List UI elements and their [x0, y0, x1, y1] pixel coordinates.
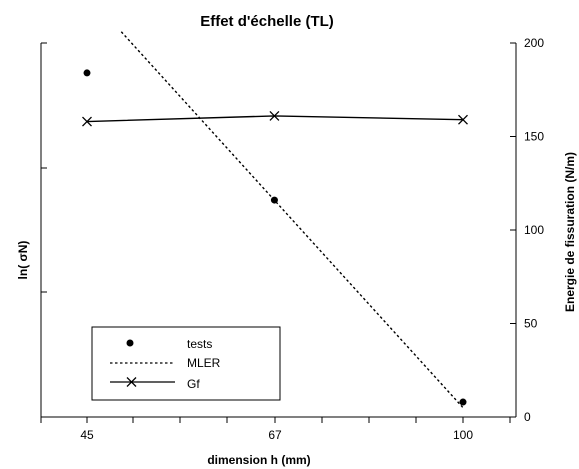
y-right-tick-label-3: 150 [524, 130, 544, 144]
gf-marker-0 [82, 116, 92, 127]
y-right-tick-label-0: 0 [524, 410, 531, 424]
axes-group: 0 50 100 150 200 45 67 100 [40, 36, 544, 442]
gf-marker-stroke-b [82, 116, 92, 127]
gf-marker-2 [458, 114, 468, 125]
tests-point-2 [459, 398, 467, 406]
legend-gf-x-b [126, 377, 137, 387]
y-axis-left-label: ln( σN) [16, 241, 30, 280]
x-axis-label: dimension h (mm) [207, 453, 310, 467]
y-right-tick-label-4: 200 [524, 36, 544, 50]
x-tick-label-2: 100 [453, 428, 473, 442]
x-tick-label-0: 45 [80, 428, 94, 442]
legend-mler-label: MLER [187, 356, 221, 370]
gf-marker-stroke-b [269, 110, 280, 121]
plot-group [82, 31, 468, 409]
y-right-tick-label-2: 100 [524, 223, 544, 237]
gf-marker-stroke-b [458, 114, 468, 125]
gf-marker-1 [269, 110, 280, 121]
y-right-tick-label-1: 50 [524, 317, 538, 331]
legend-tests-label: tests [187, 337, 212, 351]
chart-title: Effet d'échelle (TL) [200, 13, 334, 30]
tests-point-0 [83, 69, 91, 77]
legend-gf-label: Gf [187, 377, 200, 391]
legend-tests-marker [126, 339, 134, 347]
legend: tests MLER Gf [91, 326, 281, 401]
y-axis-right-label: Energie de fissuration (N/m) [563, 152, 577, 312]
legend-box [91, 326, 281, 401]
x-tick-label-1: 67 [268, 428, 282, 442]
